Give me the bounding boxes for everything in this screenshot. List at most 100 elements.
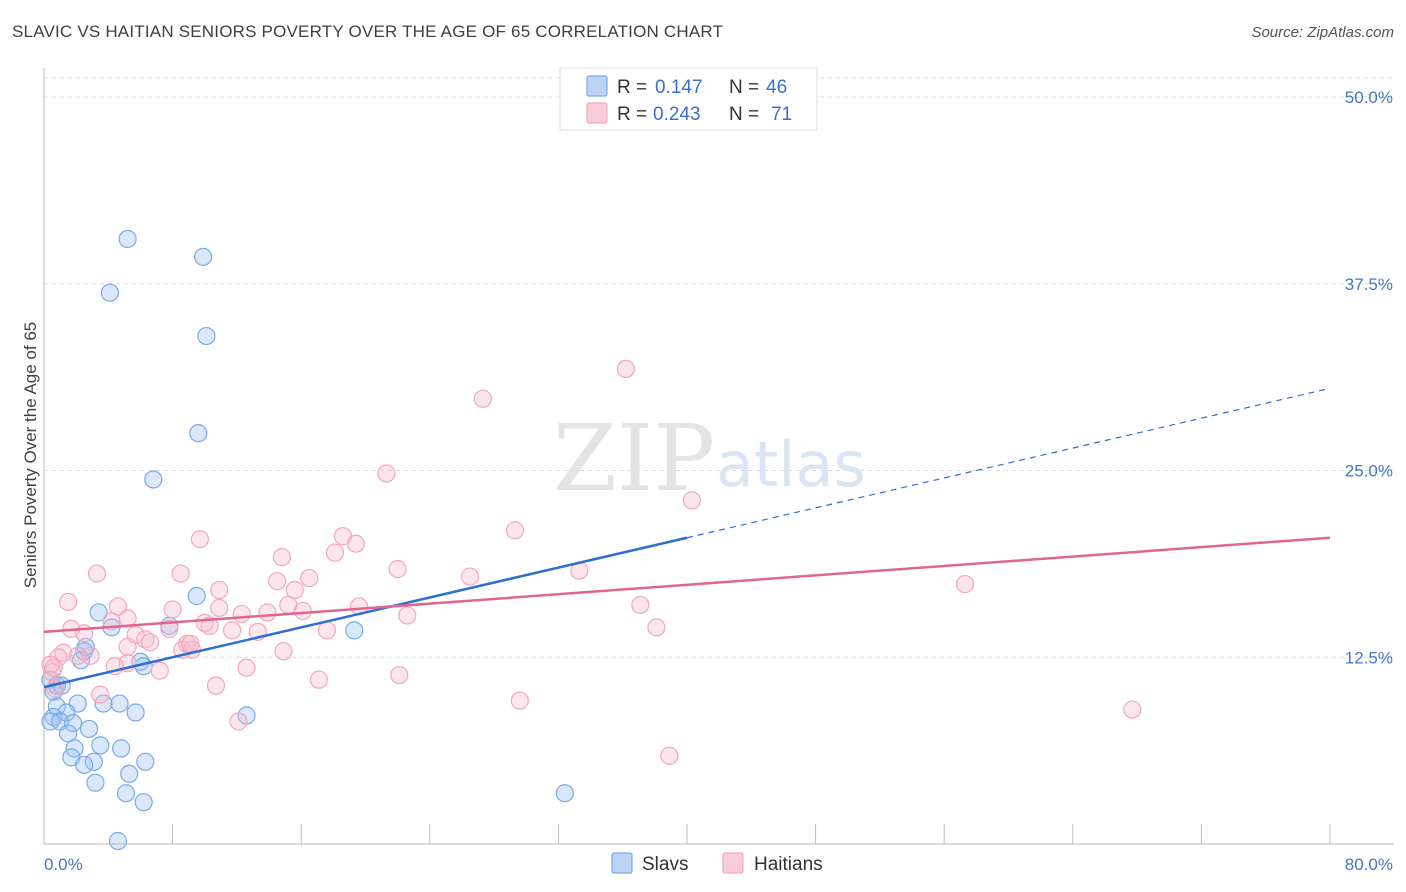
- data-point: [41, 655, 60, 674]
- trend-lines: [43, 387, 1331, 689]
- data-point: [59, 724, 78, 743]
- legend-r-value-haitians: 0.243: [653, 104, 701, 125]
- data-point: [150, 661, 169, 680]
- data-point: [163, 600, 182, 619]
- legend-r-value-slavs: 0.147: [655, 77, 703, 98]
- data-point: [47, 697, 66, 716]
- data-point: [272, 548, 292, 567]
- data-point: [510, 691, 529, 710]
- trend-line-slavs: [43, 536, 688, 689]
- data-point: [120, 764, 139, 783]
- data-point: [91, 736, 110, 755]
- y-tick-label: 12.5%: [1345, 648, 1393, 667]
- data-point: [89, 603, 108, 622]
- data-point: [134, 793, 153, 812]
- data-point: [112, 739, 131, 758]
- data-point: [616, 359, 636, 379]
- data-point: [647, 618, 666, 637]
- data-point: [1123, 700, 1142, 719]
- data-point: [41, 712, 60, 731]
- data-point: [44, 658, 63, 677]
- grid-lines: [44, 77, 1394, 658]
- watermark: ZIP atlas: [553, 405, 866, 512]
- y-axis-title: Seniors Poverty Over the Age of 65: [21, 322, 40, 588]
- bottom-legend-label-haitians: Haitians: [754, 854, 823, 875]
- data-point: [140, 633, 160, 652]
- legend-r-label: R =: [617, 77, 647, 98]
- data-point: [187, 586, 206, 606]
- data-point: [116, 784, 136, 803]
- data-point: [473, 389, 492, 408]
- data-point: [118, 229, 137, 249]
- data-point: [118, 637, 137, 656]
- data-point: [108, 597, 128, 616]
- data-point: [388, 560, 407, 579]
- data-point: [237, 658, 256, 677]
- data-point: [398, 606, 417, 625]
- data-point: [460, 567, 480, 586]
- data-point: [81, 646, 100, 665]
- data-point: [189, 424, 208, 443]
- bottom-legend-swatch-haitians: [722, 852, 744, 874]
- data-point: [293, 601, 312, 621]
- data-point: [325, 543, 345, 562]
- data-point: [390, 666, 409, 685]
- data-point: [346, 534, 365, 553]
- data-point: [210, 580, 229, 600]
- data-point: [309, 670, 328, 689]
- data-point: [317, 621, 337, 640]
- y-tick-label: 25.0%: [1345, 462, 1393, 481]
- chart-source: Source: ZipAtlas.com: [1251, 24, 1394, 41]
- legend-swatch-haitians: [586, 102, 608, 124]
- data-point: [232, 604, 251, 624]
- top-legend: R = 0.147 N = 46 R = 0.243 N = 71: [559, 67, 818, 131]
- y-tick-label: 37.5%: [1345, 275, 1393, 294]
- data-point: [267, 571, 287, 591]
- legend-r-label: R =: [617, 104, 647, 125]
- data-point: [160, 619, 179, 638]
- data-point: [285, 580, 304, 600]
- data-point: [660, 746, 679, 765]
- legend-n-label: N =: [729, 104, 759, 125]
- data-point: [631, 595, 650, 615]
- watermark-atlas: atlas: [716, 428, 866, 501]
- bottom-legend-swatch-slavs: [611, 852, 633, 874]
- x-tick-label: 0.0%: [44, 855, 83, 874]
- bottom-legend-label-slavs: Slavs: [642, 854, 688, 875]
- trend-line-slavs-extension: [686, 387, 1331, 539]
- data-point: [300, 568, 319, 588]
- data-point: [79, 719, 99, 739]
- data-point: [190, 530, 210, 549]
- data-point: [345, 621, 364, 640]
- data-point: [258, 603, 277, 622]
- data-points: [41, 229, 1142, 851]
- trend-line-haitians: [43, 536, 1331, 634]
- data-point: [222, 621, 242, 640]
- bottom-legend: Slavs Haitians: [611, 852, 823, 875]
- data-point: [200, 616, 219, 635]
- legend-n-value-slavs: 46: [766, 77, 787, 98]
- data-point: [100, 283, 120, 302]
- data-point: [59, 592, 78, 612]
- data-point: [171, 564, 190, 583]
- y-tick-labels: 12.5% 25.0% 37.5% 50.0%: [1345, 88, 1393, 667]
- data-point: [136, 752, 155, 771]
- data-point: [136, 630, 155, 649]
- data-point: [87, 564, 107, 583]
- watermark-zip: ZIP: [553, 405, 715, 512]
- x-tick-label: 80.0%: [1345, 855, 1393, 874]
- data-point: [181, 634, 200, 653]
- data-point: [210, 598, 229, 618]
- data-point: [197, 326, 216, 346]
- data-point: [110, 694, 129, 713]
- x-tick-labels: 0.0% 80.0%: [44, 855, 1393, 874]
- data-point: [75, 755, 94, 774]
- data-point: [91, 685, 110, 704]
- data-point: [377, 464, 396, 483]
- data-point: [86, 773, 105, 792]
- data-point: [144, 470, 163, 489]
- data-point: [682, 491, 701, 510]
- series-slavs: [41, 229, 574, 851]
- data-point: [229, 712, 248, 731]
